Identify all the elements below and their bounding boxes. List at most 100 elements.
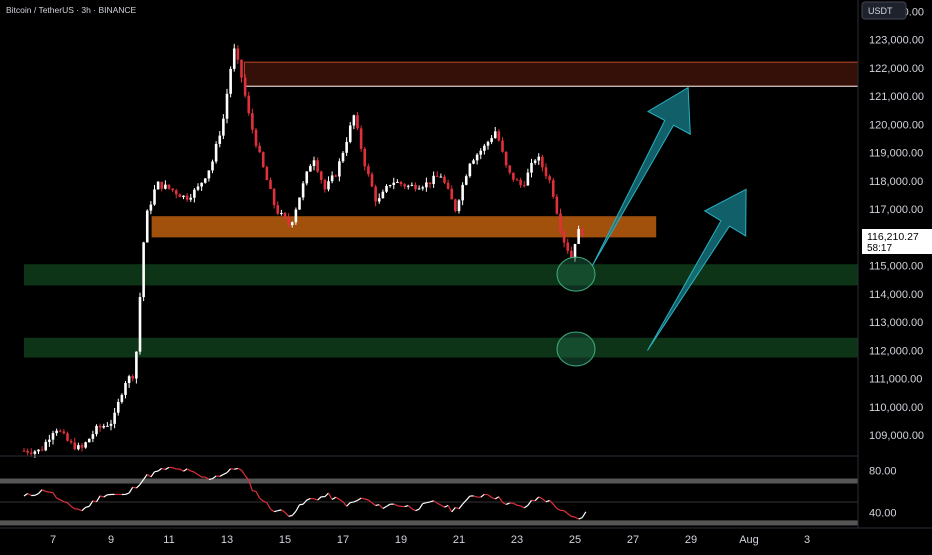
candle-body <box>548 176 551 180</box>
candle-body <box>345 142 348 153</box>
time-tick-label: 23 <box>511 534 523 546</box>
rsi-segment <box>209 479 213 480</box>
time-tick-label: 19 <box>395 534 407 546</box>
rsi-segment <box>234 468 238 469</box>
rsi-segment <box>231 469 235 470</box>
highlight-circle-2[interactable] <box>557 332 595 366</box>
candle-body <box>208 170 211 178</box>
candle-body <box>389 185 392 186</box>
candle-body <box>512 173 515 180</box>
candle-body <box>407 186 410 187</box>
green-zone-lower[interactable] <box>24 338 858 358</box>
candle-body <box>498 131 501 140</box>
rsi-band-70 <box>0 479 858 484</box>
candle-body <box>472 160 475 163</box>
candle-body <box>559 214 562 231</box>
candle-body <box>476 155 479 161</box>
price-tick-label: 110,000.00 <box>869 402 923 414</box>
candle-body <box>541 157 544 168</box>
candle-body <box>327 181 330 189</box>
rsi-segment <box>289 516 293 517</box>
candle-body <box>284 213 287 218</box>
bar-countdown: 58:17 <box>867 243 892 254</box>
rsi-segment <box>155 471 159 472</box>
candle-body <box>454 199 457 211</box>
candle-body <box>168 185 171 189</box>
candle-body <box>461 185 464 201</box>
candle-body <box>92 434 95 439</box>
price-tick-label: 114,000.00 <box>869 289 923 301</box>
candle-body <box>505 152 508 166</box>
candle-body <box>400 182 403 184</box>
candle-body <box>55 431 58 433</box>
candle-body <box>117 402 120 413</box>
rsi-segment <box>571 516 575 517</box>
time-tick-label: Aug <box>739 534 759 546</box>
candle-body <box>534 161 537 163</box>
price-tick-label: 113,000.00 <box>869 317 923 329</box>
orange-support-zone[interactable] <box>152 216 657 237</box>
candle-body <box>309 166 312 172</box>
candle-body <box>363 149 366 166</box>
candle-body <box>70 441 73 443</box>
candle-body <box>88 439 91 442</box>
price-tick-label: 123,000.00 <box>869 35 924 47</box>
candle-body <box>255 130 258 146</box>
candle-body <box>487 142 490 146</box>
candle-body <box>432 176 435 184</box>
candle-body <box>77 445 80 449</box>
candle-body <box>563 231 566 243</box>
price-tick-label: 115,000.00 <box>869 261 923 273</box>
resistance-zone[interactable] <box>244 62 858 86</box>
candle-body <box>556 197 559 214</box>
candle-body <box>186 196 189 200</box>
candle-body <box>244 78 247 96</box>
candle-body <box>41 450 44 451</box>
green-zone-upper[interactable] <box>24 264 858 285</box>
candle-body <box>320 172 323 180</box>
candle-body <box>251 113 254 130</box>
candle-body <box>291 222 294 225</box>
candle-body <box>479 151 482 155</box>
candle-body <box>295 210 298 223</box>
candle-body <box>237 48 240 59</box>
candle-body <box>266 167 269 180</box>
candle-body <box>229 69 232 94</box>
candle-body <box>367 166 370 174</box>
candle-body <box>211 162 214 171</box>
candle-body <box>577 229 580 244</box>
candle-body <box>215 144 218 162</box>
candle-body <box>443 177 446 183</box>
candle-body <box>59 431 62 432</box>
rsi-segment <box>376 505 380 506</box>
candle-body <box>566 243 569 251</box>
candle-body <box>545 167 548 176</box>
candle-body <box>305 172 308 184</box>
highlight-circle-1[interactable] <box>557 257 595 291</box>
candle-body <box>378 198 381 201</box>
candle-body <box>240 60 243 78</box>
candle-body <box>570 251 573 258</box>
candle-body <box>197 186 200 189</box>
candle-body <box>157 182 160 190</box>
rsi-segment <box>423 503 427 504</box>
candle-body <box>530 163 533 173</box>
rsi-segment <box>517 505 521 506</box>
candle-body <box>233 48 236 68</box>
candle-body <box>113 413 116 424</box>
candle-body <box>131 376 134 378</box>
time-tick-label: 29 <box>685 534 697 546</box>
candle-body <box>247 96 250 113</box>
candle-body <box>276 205 279 213</box>
candle-body <box>353 115 356 125</box>
currency-badge[interactable]: USDT <box>862 2 906 19</box>
candle-body <box>153 189 156 204</box>
candle-body <box>425 182 428 187</box>
candle-body <box>360 128 363 148</box>
rsi-segment <box>252 491 256 492</box>
candle-body <box>302 183 305 197</box>
candle-body <box>262 152 265 167</box>
time-tick-label: 7 <box>50 534 56 546</box>
